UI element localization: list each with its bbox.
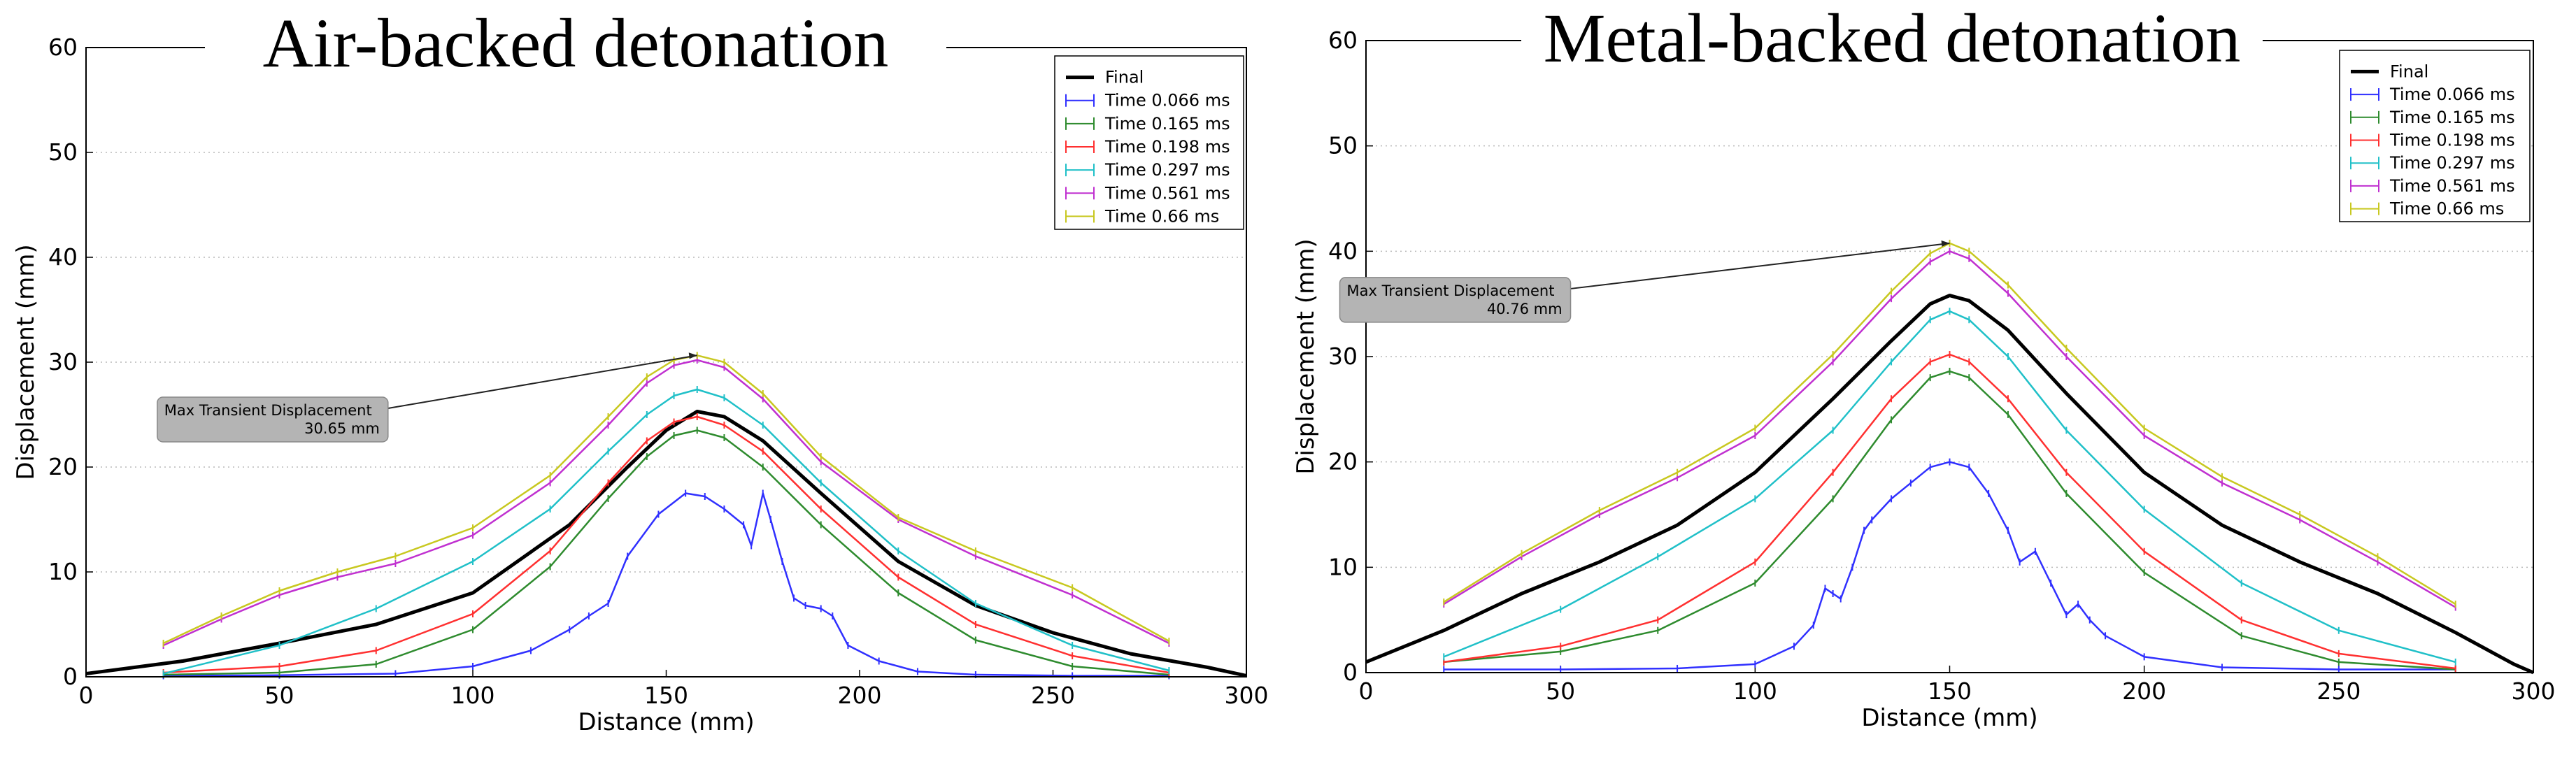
series-line-5 xyxy=(1443,250,2456,608)
y-tick-label: 50 xyxy=(48,138,78,166)
annotation-box xyxy=(1339,277,1572,323)
title-backdrop xyxy=(205,43,946,53)
x-tick-label: 250 xyxy=(2317,677,2361,705)
series-line-5 xyxy=(163,359,1169,647)
series-line-4 xyxy=(1443,310,2456,664)
x-axis-label: Distance (mm) xyxy=(1861,704,2037,732)
y-tick-label: 0 xyxy=(1343,659,1358,686)
x-tick-label: 100 xyxy=(1733,677,1777,705)
legend-entry: Time 0.66 ms xyxy=(1104,206,1219,226)
y-tick-label: 60 xyxy=(1328,27,1358,54)
title-backdrop xyxy=(1521,36,2263,46)
y-tick-label: 60 xyxy=(48,34,78,61)
series-line-6 xyxy=(1443,242,2456,605)
chart-title: Air-backed detonation xyxy=(263,4,889,82)
legend: Final Time 0.066 ms Time 0.165 ms Time 0.19… xyxy=(2339,50,2531,222)
annotation-box xyxy=(157,396,389,443)
y-tick-label: 50 xyxy=(1328,132,1358,159)
y-tick-label: 40 xyxy=(48,243,78,271)
y-axis-label: Displacement (mm) xyxy=(1292,238,1320,474)
x-axis-label: Distance (mm) xyxy=(578,708,754,736)
x-tick-label: 150 xyxy=(1928,677,1972,705)
annotation-arrowhead xyxy=(688,352,697,359)
legend-box xyxy=(2339,50,2531,222)
legend-entry: Time 0.198 ms xyxy=(1104,137,1230,157)
annotation-value: 40.76 mm xyxy=(1487,301,1563,317)
annotation-label: Max Transient Displacement xyxy=(1347,282,1555,299)
y-tick-label: 20 xyxy=(48,453,78,480)
y-tick-label: 10 xyxy=(48,558,78,585)
series-line-1 xyxy=(1444,461,2456,671)
annotation-arrowhead xyxy=(1941,240,1950,247)
series-line-3 xyxy=(163,415,1169,674)
legend-entry: Time 0.165 ms xyxy=(2389,108,2515,127)
series-line-0 xyxy=(85,410,1247,677)
series-line-3 xyxy=(1444,353,2456,670)
series-line-2 xyxy=(163,429,1169,676)
legend: Final Time 0.066 ms Time 0.165 ms Time 0.19… xyxy=(1054,55,1244,230)
legend-entry: Time 0.561 ms xyxy=(2389,176,2515,196)
annotation-label: Max Transient Displacement xyxy=(164,402,372,419)
y-tick-label: 10 xyxy=(1328,553,1358,580)
x-tick-label: 300 xyxy=(2512,677,2556,705)
x-tick-label: 300 xyxy=(1225,682,1269,709)
x-tick-label: 100 xyxy=(451,682,495,709)
legend-entry: Time 0.297 ms xyxy=(1104,160,1230,180)
y-tick-label: 40 xyxy=(1328,237,1358,264)
x-tick-label: 250 xyxy=(1031,682,1075,709)
y-tick-label: 30 xyxy=(48,348,78,375)
series-line-4 xyxy=(163,388,1169,675)
legend-entry: Time 0.066 ms xyxy=(1104,91,1230,110)
series-line-6 xyxy=(163,354,1170,645)
legend-entry: Time 0.066 ms xyxy=(2389,85,2515,104)
legend-entry: Time 0.165 ms xyxy=(1104,114,1230,134)
series-line-1 xyxy=(163,492,1169,677)
x-tick-label: 150 xyxy=(644,682,688,709)
chart-panel-1: 0 10 20 30 40 50 60 0 50 100 150 200 250 300 Metal-bac… xyxy=(1292,0,2556,732)
legend-entry: Final xyxy=(2390,62,2428,81)
chart-panel-0: 0 10 20 30 40 50 60 0 50 100 150 200 250 300 Air-backe… xyxy=(12,4,1269,736)
legend-entry: Final xyxy=(1105,68,1144,87)
series-line-2 xyxy=(1444,370,2456,671)
y-tick-label: 30 xyxy=(1328,343,1358,370)
legend-entry: Time 0.198 ms xyxy=(2389,131,2515,150)
x-tick-label: 50 xyxy=(1546,677,1575,705)
y-axis-label: Displacement (mm) xyxy=(12,244,40,480)
x-tick-label: 200 xyxy=(838,682,882,709)
y-tick-label: 0 xyxy=(63,663,78,690)
legend-entry: Time 0.561 ms xyxy=(1104,183,1230,203)
legend-entry: Time 0.297 ms xyxy=(2389,153,2515,173)
x-tick-label: 0 xyxy=(79,682,94,709)
chart-title: Metal-backed detonation xyxy=(1544,0,2241,77)
annotation-value: 30.65 mm xyxy=(304,420,380,437)
x-tick-label: 50 xyxy=(265,682,294,709)
annotation-arrow xyxy=(387,354,697,409)
x-tick-label: 200 xyxy=(2122,677,2166,705)
annotation-arrow xyxy=(1570,242,1950,289)
y-tick-label: 20 xyxy=(1328,448,1358,475)
legend-box xyxy=(1054,55,1244,230)
x-tick-label: 0 xyxy=(1359,677,1374,705)
series-line-0 xyxy=(1365,294,2534,675)
legend-entry: Time 0.66 ms xyxy=(2389,199,2504,219)
